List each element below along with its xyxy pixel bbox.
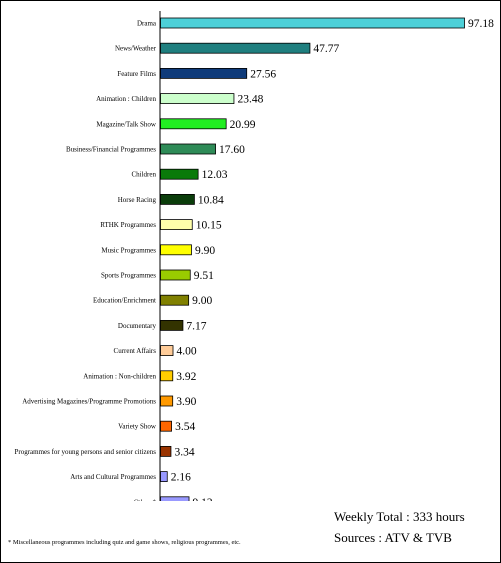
category-label: Current Affairs	[114, 347, 157, 355]
value-label: 9.90	[195, 245, 215, 257]
category-label: Education/Enrichment	[93, 297, 156, 305]
value-label: 9.12	[193, 497, 213, 501]
category-label: Magazine/Talk Show	[96, 120, 157, 128]
bar	[160, 219, 193, 231]
bar	[160, 244, 192, 256]
bar	[160, 143, 216, 155]
category-label: Documentary	[118, 322, 157, 330]
bar	[160, 294, 190, 306]
category-label: Feature Films	[117, 70, 156, 78]
category-label: Others*	[134, 498, 157, 501]
value-label: 3.92	[176, 371, 196, 383]
value-label: 3.34	[174, 446, 194, 458]
bar	[160, 471, 168, 483]
bar	[160, 420, 172, 432]
bar	[160, 68, 248, 79]
category-label: Horse Racing	[118, 196, 157, 204]
value-label: 9.51	[194, 270, 214, 282]
value-label: 97.18	[468, 18, 494, 30]
category-label: Animation : Non-children	[83, 372, 156, 380]
value-label: 3.54	[175, 421, 195, 433]
bar	[160, 319, 184, 331]
bar	[160, 445, 172, 457]
weekly-total-note: Weekly Total : 333 hours	[334, 509, 465, 524]
value-label: 7.17	[186, 320, 206, 332]
value-label: 2.16	[171, 472, 191, 484]
category-label: Arts and Cultural Programmes	[70, 473, 156, 481]
value-label: 3.90	[176, 396, 196, 408]
value-label: 12.03	[202, 169, 228, 181]
value-label: 23.48	[237, 94, 263, 106]
category-label: Animation : Children	[96, 95, 156, 103]
bar	[160, 193, 195, 205]
value-label: 4.00	[177, 346, 197, 358]
bar	[160, 345, 174, 357]
value-label: 9.00	[192, 295, 212, 307]
value-label: 27.56	[250, 68, 276, 80]
value-label: 10.15	[196, 220, 222, 232]
bar	[160, 370, 174, 382]
category-label: Children	[132, 171, 157, 179]
category-label: Drama	[137, 20, 157, 28]
value-label: 20.99	[230, 119, 256, 131]
bar	[160, 93, 235, 104]
bar	[160, 118, 227, 130]
bar	[160, 269, 191, 281]
value-label: 10.84	[198, 194, 224, 206]
category-label: Business/Financial Programmes	[66, 146, 156, 154]
category-label: Advertising Magazines/Programme Promotio…	[22, 398, 156, 406]
bar	[160, 496, 190, 501]
value-label: 17.60	[219, 144, 245, 156]
bar	[160, 42, 311, 54]
category-label: Sports Programmes	[101, 272, 156, 280]
category-label: News/Weather	[115, 45, 157, 53]
category-label: Music Programmes	[101, 246, 156, 254]
bar	[160, 168, 199, 180]
category-label: RTHK Programmes	[100, 221, 156, 229]
bar-chart: Drama 97.18 News/Weather 47.77 Feature Films…	[14, 11, 494, 501]
value-label: 47.77	[313, 43, 339, 55]
bar	[160, 395, 174, 407]
category-label: Variety Show	[118, 423, 157, 431]
source-note: Sources : ATV & TVB	[334, 530, 452, 545]
category-label: Programmes for young persons and senior …	[14, 448, 156, 456]
footnote: * Miscellaneous programmes including qui…	[8, 539, 241, 546]
bar	[160, 17, 465, 29]
